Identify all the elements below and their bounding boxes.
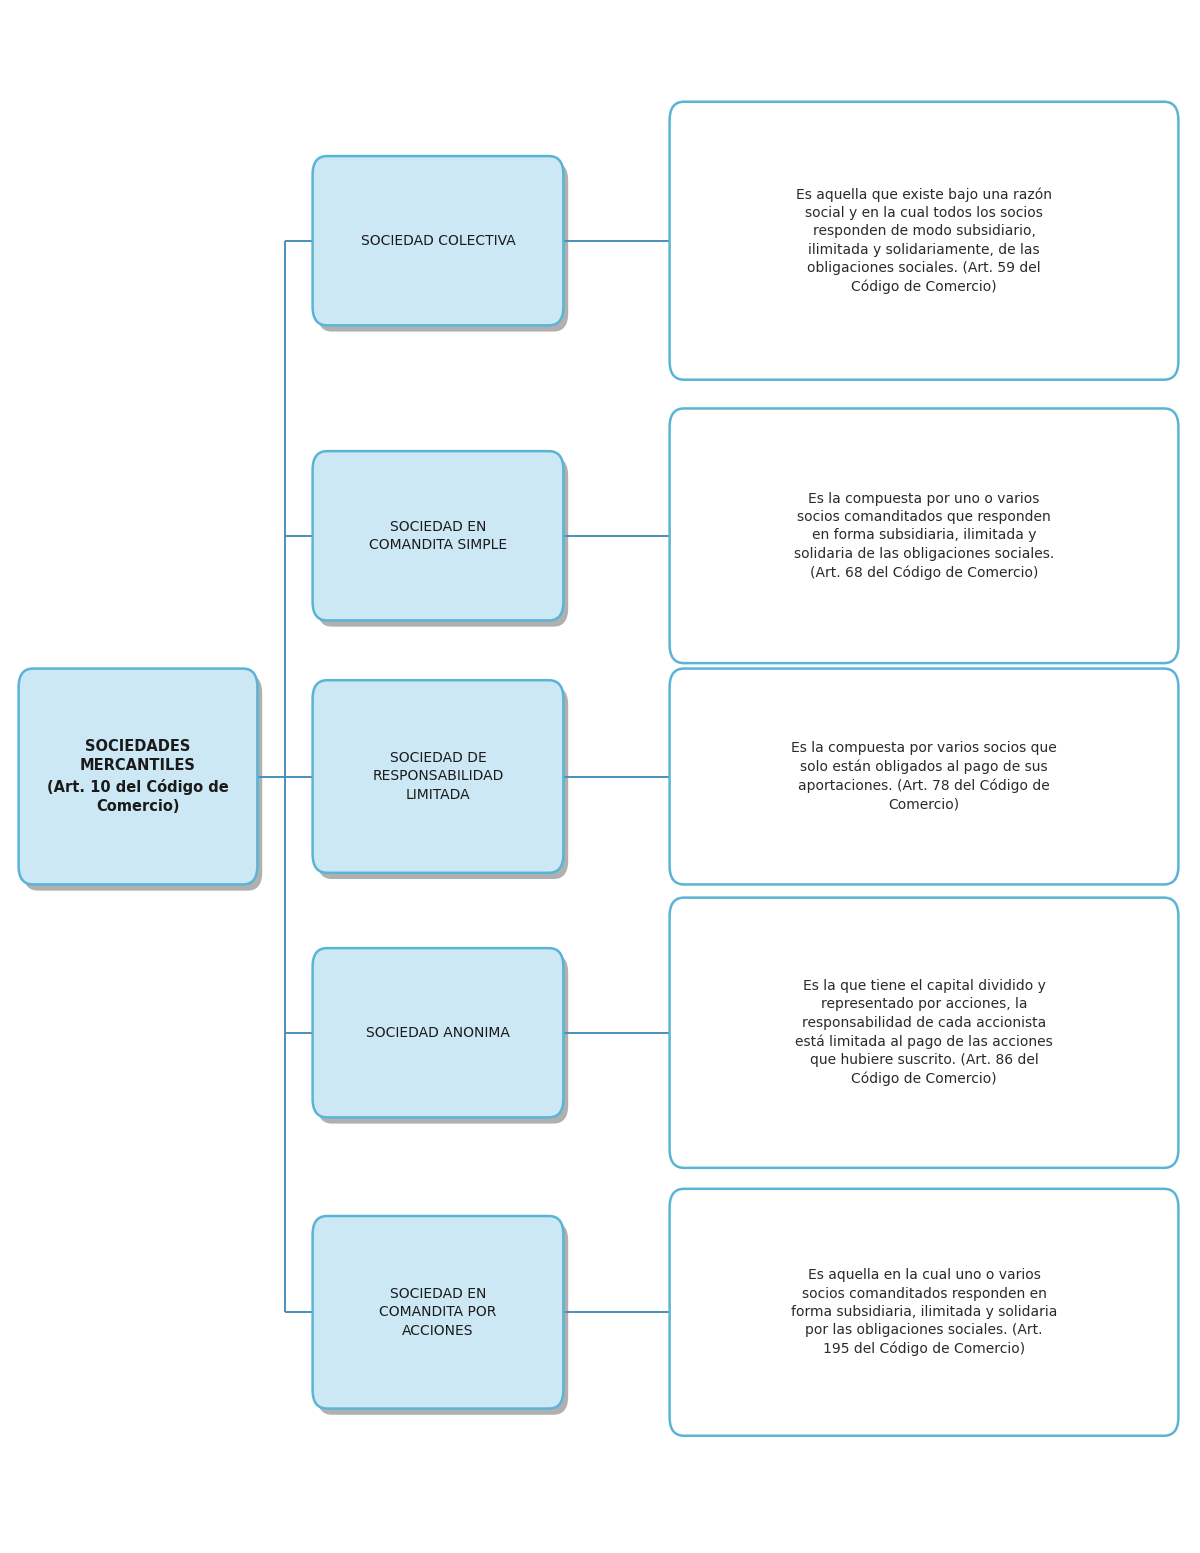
Text: SOCIEDAD EN
COMANDITA SIMPLE: SOCIEDAD EN COMANDITA SIMPLE [368, 520, 508, 551]
Text: Es aquella en la cual uno o varios
socios comanditados responden en
forma subsid: Es aquella en la cual uno o varios socio… [791, 1269, 1057, 1356]
FancyBboxPatch shape [317, 686, 569, 879]
FancyBboxPatch shape [670, 1190, 1178, 1435]
Text: Es la que tiene el capital dividido y
representado por acciones, la
responsabili: Es la que tiene el capital dividido y re… [796, 978, 1052, 1087]
FancyBboxPatch shape [312, 1216, 563, 1409]
Text: SOCIEDADES
MERCANTILES
(Art. 10 del Código de
Comercio): SOCIEDADES MERCANTILES (Art. 10 del Códi… [47, 739, 229, 814]
Text: SOCIEDAD COLECTIVA: SOCIEDAD COLECTIVA [361, 233, 515, 248]
FancyBboxPatch shape [317, 954, 569, 1124]
FancyBboxPatch shape [19, 668, 257, 885]
FancyBboxPatch shape [312, 157, 563, 326]
Text: Es aquella que existe bajo una razón
social y en la cual todos los socios
respon: Es aquella que existe bajo una razón soc… [796, 186, 1052, 295]
FancyBboxPatch shape [312, 452, 563, 620]
FancyBboxPatch shape [670, 898, 1178, 1168]
FancyBboxPatch shape [670, 408, 1178, 663]
FancyBboxPatch shape [317, 163, 569, 332]
FancyBboxPatch shape [317, 1222, 569, 1415]
Text: SOCIEDAD EN
COMANDITA POR
ACCIONES: SOCIEDAD EN COMANDITA POR ACCIONES [379, 1287, 497, 1337]
FancyBboxPatch shape [312, 680, 563, 873]
Text: Es la compuesta por varios socios que
solo están obligados al pago de sus
aporta: Es la compuesta por varios socios que so… [791, 741, 1057, 812]
FancyBboxPatch shape [24, 674, 262, 891]
Text: Es la compuesta por uno o varios
socios comanditados que responden
en forma subs: Es la compuesta por uno o varios socios … [794, 492, 1054, 579]
FancyBboxPatch shape [312, 947, 563, 1118]
FancyBboxPatch shape [670, 668, 1178, 885]
FancyBboxPatch shape [670, 102, 1178, 380]
FancyBboxPatch shape [317, 458, 569, 626]
Text: SOCIEDAD DE
RESPONSABILIDAD
LIMITADA: SOCIEDAD DE RESPONSABILIDAD LIMITADA [372, 752, 504, 801]
Text: SOCIEDAD ANONIMA: SOCIEDAD ANONIMA [366, 1025, 510, 1041]
